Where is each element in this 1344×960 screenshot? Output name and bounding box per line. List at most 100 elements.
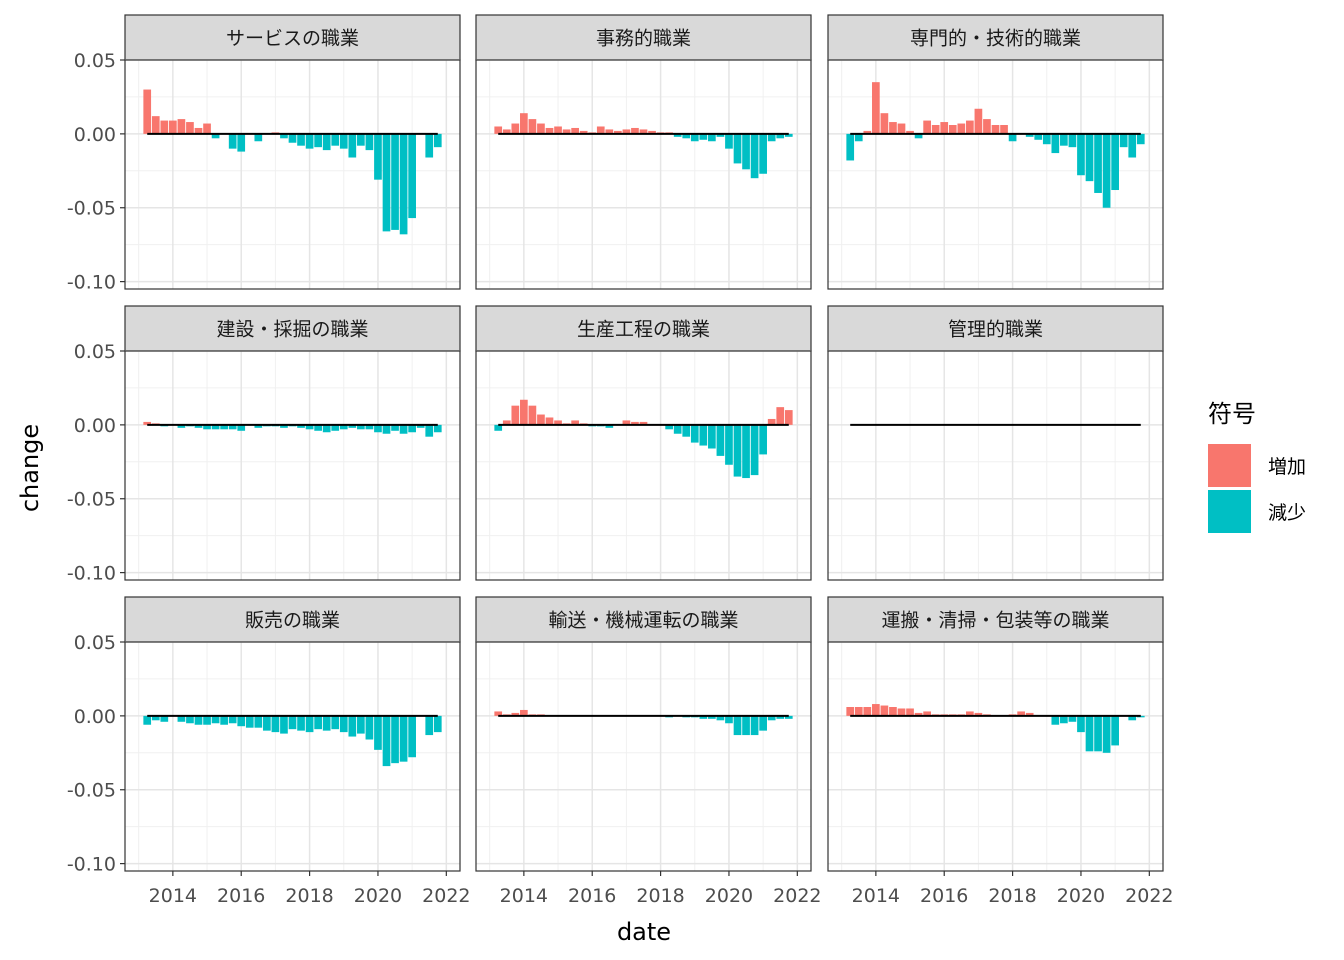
bar — [682, 424, 691, 437]
panel-background — [476, 351, 811, 580]
bar — [297, 133, 305, 146]
bar — [537, 123, 545, 134]
facet-panel: サービスの職業 — [124, 14, 461, 290]
bar — [897, 123, 906, 134]
panel-border — [827, 59, 1164, 290]
bar — [931, 125, 940, 134]
bar — [1085, 715, 1094, 752]
bar — [228, 133, 237, 149]
bar — [708, 133, 716, 142]
bar — [742, 424, 750, 479]
facet-strip — [475, 14, 812, 61]
axes: 0.05 0.00 -0.05 -0.10 0.05 0.00 -0.05 -0.10 0.05… — [67, 50, 1174, 907]
y-tick-label: -0.10 — [67, 272, 116, 294]
legend-key — [1208, 490, 1251, 533]
legend-label: 減少 — [1268, 502, 1306, 524]
bar — [237, 133, 246, 152]
x-tick-label: 2022 — [1125, 885, 1173, 907]
bar — [305, 133, 314, 149]
y-tick-label: 0.00 — [74, 706, 116, 728]
facet-panel: 販売の職業 — [124, 596, 461, 872]
bar — [433, 133, 442, 148]
bar — [425, 715, 434, 736]
bar — [528, 119, 537, 134]
bar — [399, 133, 408, 235]
bar — [759, 133, 767, 174]
bar — [433, 424, 442, 433]
bar — [554, 126, 562, 134]
bar — [974, 108, 983, 134]
bar — [880, 705, 889, 716]
x-tick-label: 2016 — [217, 885, 265, 907]
bar — [1094, 715, 1102, 752]
x-tick-label: 2020 — [354, 885, 402, 907]
x-tick-label: 2020 — [1057, 885, 1105, 907]
bar — [776, 715, 785, 719]
bar — [1128, 715, 1137, 721]
bar — [725, 424, 733, 465]
legend-key — [1208, 444, 1251, 487]
bar — [399, 715, 408, 762]
facet-title: サービスの職業 — [226, 28, 359, 50]
bar — [169, 120, 177, 134]
bar — [872, 82, 880, 134]
bar — [1094, 133, 1102, 193]
bar — [203, 715, 211, 725]
y-axis-title: change — [16, 424, 44, 512]
panel-background — [476, 60, 811, 289]
y-tick-label: 0.05 — [74, 341, 116, 363]
bar — [374, 715, 382, 750]
bar — [348, 133, 357, 158]
bar — [708, 424, 716, 449]
bar — [966, 120, 974, 134]
bar — [382, 715, 391, 767]
facet-title: 事務的職業 — [596, 28, 691, 50]
facet-panel: 事務的職業 — [475, 14, 812, 290]
bar — [254, 424, 263, 428]
bar — [966, 711, 974, 716]
bar — [545, 127, 554, 134]
legend-label: 増加 — [1268, 456, 1306, 478]
bar — [186, 122, 194, 134]
bar — [211, 424, 220, 430]
bar — [682, 133, 691, 139]
bar — [433, 715, 442, 733]
bar — [511, 123, 520, 134]
bar — [203, 123, 211, 134]
bar — [408, 715, 416, 758]
bar — [348, 424, 357, 428]
bar — [957, 123, 966, 134]
bar — [520, 113, 528, 134]
bar — [571, 127, 579, 134]
bar — [897, 708, 906, 716]
bar — [648, 130, 656, 134]
bar — [906, 130, 914, 134]
bar — [271, 715, 280, 733]
bar — [1077, 133, 1085, 176]
facet-strip — [124, 596, 461, 643]
bar — [716, 133, 725, 137]
bar — [297, 715, 305, 731]
x-tick-label: 2018 — [285, 885, 333, 907]
bar — [391, 715, 399, 764]
bar — [1102, 133, 1111, 208]
bar — [776, 133, 785, 139]
bar — [494, 711, 503, 716]
bar — [494, 126, 503, 134]
bar — [339, 715, 348, 733]
bar — [151, 715, 160, 721]
bar — [263, 715, 271, 731]
panel-background — [476, 642, 811, 871]
bar — [314, 424, 322, 431]
bar — [690, 133, 699, 142]
bar — [237, 715, 246, 727]
bar — [784, 410, 793, 425]
panel-border — [124, 59, 461, 290]
bar — [220, 424, 228, 430]
bar — [579, 130, 588, 134]
bar — [1102, 715, 1111, 753]
bar — [1060, 133, 1068, 146]
